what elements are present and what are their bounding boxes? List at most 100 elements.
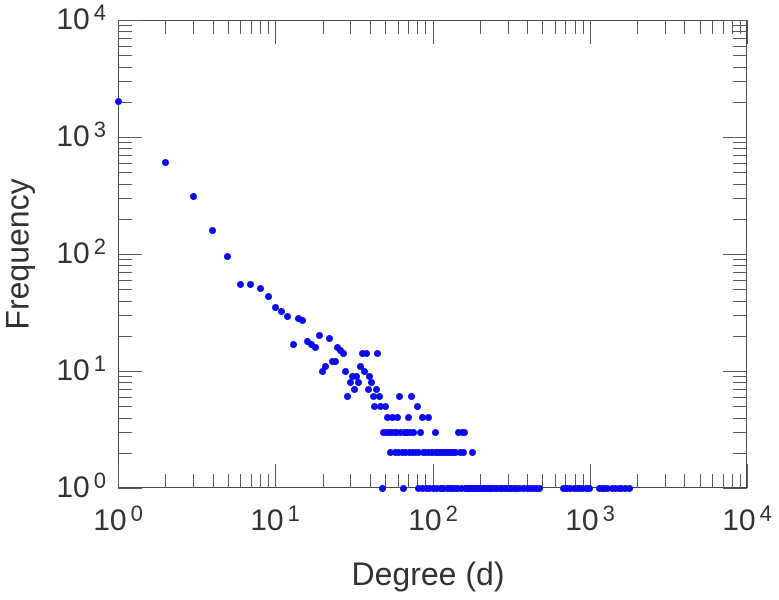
y-minor-tick [118,184,132,185]
y-minor-tick [733,376,747,377]
y-minor-tick [733,336,747,337]
y-minor-tick [118,102,132,103]
data-point [384,414,392,422]
data-point [375,393,383,401]
y-minor-tick [118,265,132,266]
data-point [359,350,367,358]
x-major-tick [118,464,119,488]
plot-area [118,20,747,488]
data-point [364,385,372,393]
y-minor-tick [733,46,747,47]
y-minor-tick [733,81,747,82]
data-point [307,340,315,348]
x-minor-tick [240,474,241,488]
y-minor-tick [733,102,747,103]
data-point [322,362,330,370]
x-tick-label: 10 3 [565,501,615,538]
data-point [294,315,302,323]
x-minor-tick [425,20,426,34]
x-minor-tick [398,20,399,34]
x-tick-label: 10 1 [250,501,300,538]
y-minor-tick [733,184,747,185]
y-minor-tick [118,31,132,32]
data-point [357,362,365,370]
y-minor-tick [733,142,747,143]
x-minor-tick [417,474,418,488]
y-minor-tick [733,31,747,32]
x-major-tick [747,20,748,44]
y-minor-tick [118,259,132,260]
x-minor-tick [527,20,528,34]
x-major-tick [118,20,119,44]
data-point [381,402,389,410]
y-minor-tick [118,382,132,383]
x-minor-tick [480,20,481,34]
x-minor-tick [228,474,229,488]
data-point [586,484,594,492]
y-tick-label: 10 0 [56,468,106,505]
x-minor-tick [417,20,418,34]
y-minor-tick [118,397,132,398]
y-minor-tick [118,38,132,39]
data-point [426,484,434,492]
data-point [536,484,544,492]
x-minor-tick [732,20,733,34]
data-point [331,358,339,366]
x-major-tick [433,20,434,44]
data-point [351,385,359,393]
x-minor-tick [408,20,409,34]
x-minor-tick [665,20,666,34]
data-point [424,414,432,422]
x-major-tick [275,464,276,488]
y-major-tick [118,254,142,255]
y-minor-tick [733,172,747,173]
data-point [413,402,421,410]
y-minor-tick [733,432,747,433]
y-minor-tick [733,25,747,26]
data-point [339,350,347,358]
data-point [415,449,423,457]
x-tick-label: 10 2 [408,501,458,538]
data-point [408,393,416,401]
data-point [399,484,407,492]
data-point [355,378,363,386]
x-major-tick [433,464,434,488]
y-minor-tick [118,315,132,316]
x-minor-tick [228,20,229,34]
data-point [410,428,418,436]
y-minor-tick [118,453,132,454]
y-minor-tick [118,289,132,290]
y-minor-tick [733,418,747,419]
data-point [209,226,217,234]
x-minor-tick [555,474,556,488]
y-minor-tick [733,272,747,273]
data-point [342,367,350,375]
data-point [303,337,311,345]
y-minor-tick [118,163,132,164]
x-minor-tick [251,474,252,488]
data-point [455,428,463,436]
y-minor-tick [118,81,132,82]
y-minor-tick [733,55,747,56]
x-minor-tick [260,20,261,34]
x-minor-tick [508,474,509,488]
x-minor-tick [575,20,576,34]
y-minor-tick [118,280,132,281]
data-point [566,484,574,492]
y-minor-tick [118,55,132,56]
y-minor-tick [118,336,132,337]
data-point [369,393,377,401]
data-point [392,428,400,436]
x-minor-tick [732,474,733,488]
x-minor-tick [193,20,194,34]
data-point [611,484,619,492]
data-point [389,414,397,422]
x-minor-tick [740,20,741,34]
x-minor-tick [700,474,701,488]
x-minor-tick [323,20,324,34]
y-minor-tick [118,198,132,199]
x-minor-tick [260,474,261,488]
y-minor-tick [733,67,747,68]
y-major-tick [723,254,747,255]
y-minor-tick [118,376,132,377]
